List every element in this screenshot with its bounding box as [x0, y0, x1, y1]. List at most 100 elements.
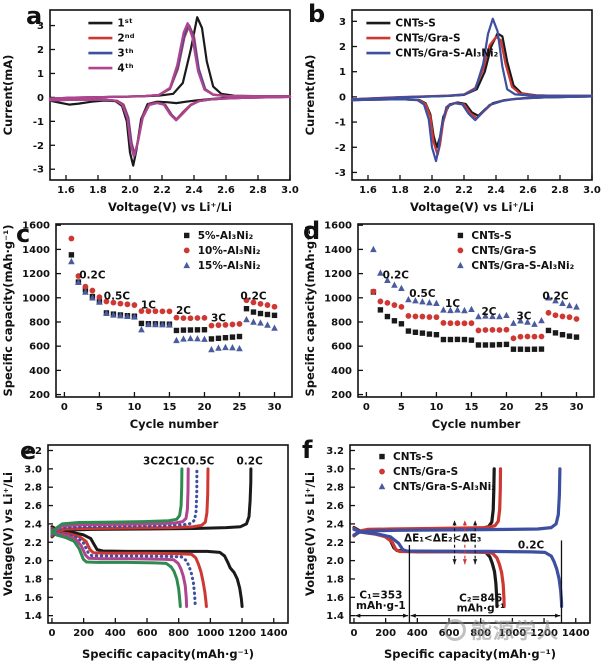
svg-text:CNTs/Gra-S-Al₃Ni₂: CNTs/Gra-S-Al₃Ni₂	[393, 481, 496, 493]
svg-text:0: 0	[363, 402, 370, 413]
svg-text:-1: -1	[335, 118, 346, 129]
svg-text:1400: 1400	[260, 628, 288, 639]
svg-text:CNTs/Gra-S-Al₃Ni₂: CNTs/Gra-S-Al₃Ni₂	[395, 48, 498, 60]
svg-text:Voltage(V) vs Li⁺/Li: Voltage(V) vs Li⁺/Li	[410, 200, 534, 214]
svg-text:800: 800	[470, 628, 491, 639]
svg-text:3.0: 3.0	[583, 185, 601, 196]
svg-text:Voltage(V) vs Li⁺/Li: Voltage(V) vs Li⁺/Li	[108, 200, 232, 214]
svg-text:15: 15	[464, 402, 478, 413]
svg-text:1.8: 1.8	[391, 185, 409, 196]
svg-text:-2: -2	[335, 143, 346, 154]
panel-d-rate-capability-samples-chart: 0 5 10 15 20 25 30 200 400 600 800 1000 1200 1400 1600…	[303, 221, 595, 431]
svg-text:800: 800	[331, 317, 352, 328]
svg-text:0.2C: 0.2C	[240, 291, 267, 303]
svg-text:10: 10	[127, 402, 141, 413]
svg-text:15%-Al₃Ni₂: 15%-Al₃Ni₂	[198, 260, 261, 272]
svg-text:2.6: 2.6	[217, 185, 235, 196]
svg-text:-3: -3	[335, 168, 346, 179]
svg-text:3C: 3C	[211, 312, 226, 324]
svg-text:3.2: 3.2	[24, 446, 42, 457]
svg-text:5: 5	[398, 402, 405, 413]
svg-text:1.4: 1.4	[326, 611, 344, 622]
svg-text:20: 20	[500, 402, 514, 413]
svg-text:2.8: 2.8	[24, 483, 42, 494]
svg-text:1200: 1200	[530, 628, 558, 639]
svg-text:3.0: 3.0	[281, 185, 299, 196]
svg-text:800: 800	[168, 628, 189, 639]
svg-text:800: 800	[29, 317, 50, 328]
svg-text:1000: 1000	[22, 293, 50, 304]
svg-text:200: 200	[331, 390, 352, 401]
panel-b-cv-samples-chart: 1.6 1.8 2.0 2.2 2.4 2.6 2.8 3.0 -3 -2 -1 0 1 2 3 Voltag…	[303, 9, 601, 214]
svg-text:Cycle number: Cycle number	[432, 417, 521, 431]
svg-text:1200: 1200	[228, 628, 256, 639]
svg-text:2.8: 2.8	[249, 185, 267, 196]
svg-text:2.8: 2.8	[551, 185, 569, 196]
svg-text:1600: 1600	[22, 221, 50, 232]
svg-text:1400: 1400	[324, 245, 352, 256]
svg-text:2.4: 2.4	[185, 185, 203, 196]
svg-text:CNTs-S: CNTs-S	[471, 230, 511, 242]
svg-text:-1: -1	[33, 117, 44, 128]
svg-text:0.2C: 0.2C	[79, 269, 106, 281]
svg-text:3.0: 3.0	[326, 464, 344, 475]
panel-e-charge-discharge-rates-chart: 0 200 400 600 800 1000 1200 1400 1.4 1.6 1.8 2.0 2.2…	[1, 444, 289, 661]
svg-text:Specific capacity(mAh·g⁻¹): Specific capacity(mAh·g⁻¹)	[384, 647, 556, 661]
svg-text:2.2: 2.2	[455, 185, 473, 196]
svg-text:1.6: 1.6	[57, 185, 75, 196]
svg-text:2.6: 2.6	[326, 501, 344, 512]
svg-text:C₁=353: C₁=353	[359, 590, 402, 602]
svg-text:2.6: 2.6	[24, 501, 42, 512]
svg-text:200: 200	[73, 628, 94, 639]
svg-text:30: 30	[268, 402, 282, 413]
svg-text:600: 600	[137, 628, 158, 639]
svg-text:1000: 1000	[498, 628, 526, 639]
svg-text:CNTs-S: CNTs-S	[393, 451, 433, 463]
svg-text:3: 3	[37, 21, 44, 32]
svg-text:0.2C: 0.2C	[542, 291, 569, 303]
svg-text:15: 15	[162, 402, 176, 413]
svg-text:2C: 2C	[176, 305, 191, 317]
svg-text:0: 0	[61, 402, 68, 413]
svg-text:400: 400	[29, 366, 50, 377]
panel-d-label: d	[303, 217, 321, 245]
panel-f-label: f	[302, 436, 313, 464]
svg-text:Current(mA): Current(mA)	[303, 55, 317, 136]
svg-text:1.6: 1.6	[359, 185, 377, 196]
svg-text:0: 0	[48, 628, 55, 639]
svg-text:-2: -2	[33, 141, 44, 152]
svg-text:Specific capacity(mAh·g⁻¹): Specific capacity(mAh·g⁻¹)	[1, 224, 15, 396]
svg-text:10: 10	[429, 402, 443, 413]
svg-text:2.2: 2.2	[326, 538, 344, 549]
svg-text:2.0: 2.0	[326, 556, 344, 567]
svg-text:CNTs/Gra-S: CNTs/Gra-S	[395, 33, 460, 45]
svg-text:25: 25	[233, 402, 247, 413]
svg-text:C₂=846: C₂=846	[459, 592, 502, 604]
svg-text:1C: 1C	[445, 298, 460, 310]
svg-text:1.8: 1.8	[24, 574, 42, 585]
svg-text:2.0: 2.0	[423, 185, 441, 196]
svg-text:3ᵗʰ: 3ᵗʰ	[117, 48, 133, 60]
svg-text:2.4: 2.4	[24, 519, 42, 530]
svg-text:Current(mA): Current(mA)	[1, 55, 15, 136]
svg-text:1000: 1000	[196, 628, 224, 639]
svg-text:3C: 3C	[516, 310, 531, 322]
panel-a-cv-cycles-chart: 1.6 1.8 2.0 2.2 2.4 2.6 2.8 3.0 -3 -2 -1 0 1 2 3 Voltag…	[1, 9, 299, 214]
svg-text:3C2C1C0.5C: 3C2C1C0.5C	[143, 455, 215, 467]
svg-text:0: 0	[339, 92, 346, 103]
svg-text:1400: 1400	[562, 628, 590, 639]
svg-text:1: 1	[37, 69, 44, 80]
svg-text:1200: 1200	[22, 269, 50, 280]
svg-text:400: 400	[407, 628, 428, 639]
svg-text:0.5C: 0.5C	[104, 291, 131, 303]
svg-text:2.2: 2.2	[153, 185, 171, 196]
svg-text:30: 30	[570, 402, 584, 413]
svg-text:Specific capacity(mAh·g⁻¹): Specific capacity(mAh·g⁻¹)	[303, 224, 317, 396]
svg-text:0: 0	[350, 628, 357, 639]
svg-text:1400: 1400	[22, 245, 50, 256]
svg-text:5%-Al₃Ni₂: 5%-Al₃Ni₂	[198, 230, 254, 242]
svg-text:0.2C: 0.2C	[383, 269, 410, 281]
svg-text:2.4: 2.4	[326, 519, 344, 530]
svg-text:0.5C: 0.5C	[409, 288, 436, 300]
